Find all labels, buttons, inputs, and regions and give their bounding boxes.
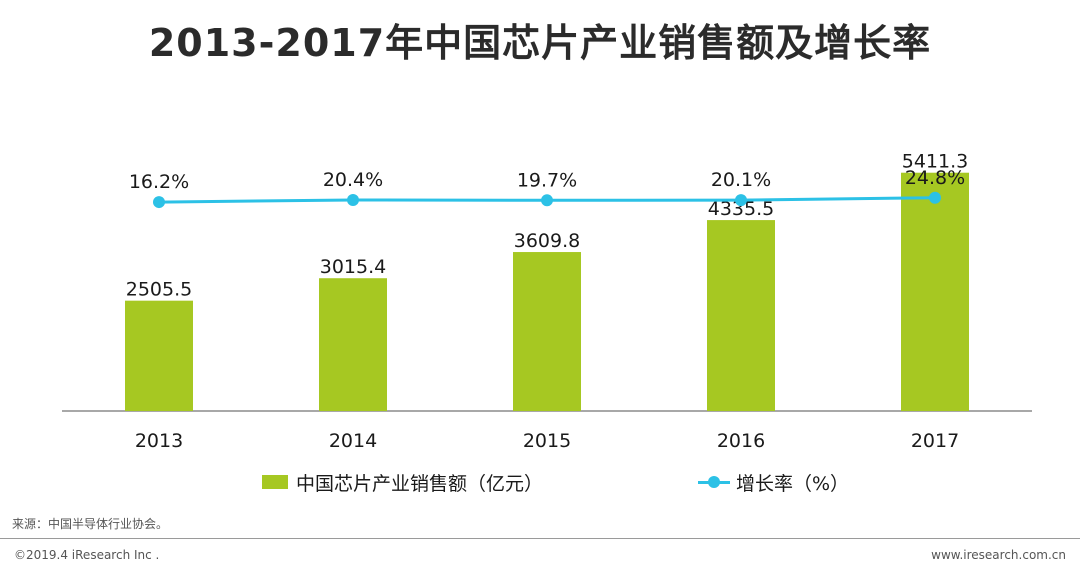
chart-title: 2013-2017年中国芯片产业销售额及增长率 [148, 21, 932, 65]
bar-2014 [319, 278, 387, 411]
website-link[interactable]: www.iresearch.com.cn [931, 548, 1066, 562]
growth-value-label-2017: 24.8% [905, 167, 965, 189]
bar-value-label-2015: 3609.8 [514, 230, 580, 252]
x-tick-label-2017: 2017 [911, 430, 959, 452]
growth-value-label-2013: 16.2% [129, 171, 189, 193]
x-tick-label-2013: 2013 [135, 430, 183, 452]
bar-value-label-2013: 2505.5 [126, 279, 192, 301]
bar-2017 [901, 172, 969, 411]
growth-value-label-2014: 20.4% [323, 169, 383, 191]
bar-value-label-2014: 3015.4 [320, 256, 386, 278]
bar-2015 [513, 252, 581, 411]
growth-point-2013 [153, 196, 165, 209]
source-note: 来源：中国半导体行业协会。 [12, 517, 169, 531]
bar-2016 [707, 220, 775, 411]
legend-item-growth: 增长率（%） [698, 470, 850, 495]
bar-value-label-2017: 5411.3 [902, 151, 968, 173]
bar-2013 [125, 300, 193, 411]
legend-line-swatch [698, 475, 730, 489]
growth-value-label-2015: 19.7% [517, 169, 577, 191]
growth-point-2015 [541, 194, 553, 207]
x-tick-label-2015: 2015 [523, 430, 571, 452]
growth-point-2016 [735, 194, 747, 207]
growth-value-label-2016: 20.1% [711, 169, 771, 191]
legend-growth-label: 增长率（%） [736, 472, 850, 495]
copyright-text: ©2019.4 iResearch Inc . [14, 548, 160, 562]
chart-plot: 2505.5 2013 3015.4 2014 3609.8 2015 4335.5 2016… [62, 151, 1032, 452]
growth-point-2014 [347, 193, 359, 206]
bar-value-label-2016: 4335.5 [708, 198, 774, 220]
legend-sales-label: 中国芯片产业销售额（亿元） [296, 472, 544, 495]
legend-bar-swatch [262, 475, 288, 489]
growth-point-2017 [929, 191, 941, 204]
x-tick-label-2014: 2014 [329, 430, 377, 452]
x-tick-label-2016: 2016 [717, 430, 765, 452]
legend-item-sales: 中国芯片产业销售额（亿元） [262, 470, 544, 495]
footer-divider [0, 538, 1080, 539]
